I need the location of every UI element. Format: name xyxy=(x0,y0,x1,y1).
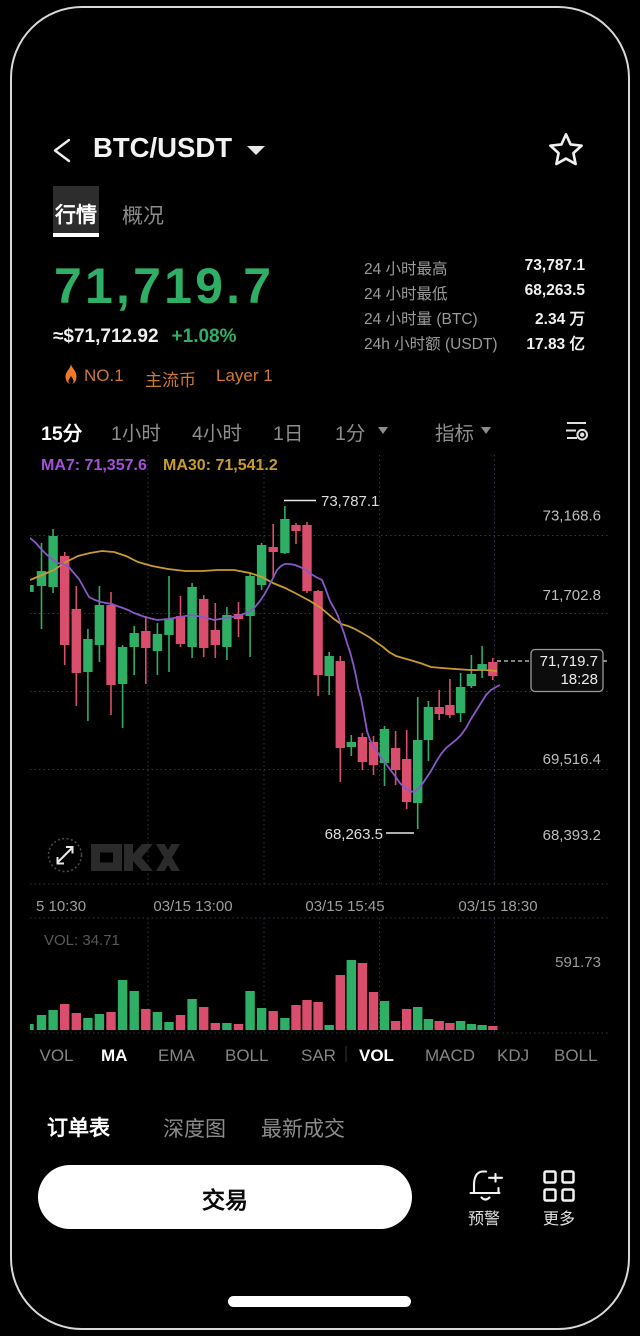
svg-text:BOLL: BOLL xyxy=(554,1046,597,1065)
svg-text:VOL: 34.71: VOL: 34.71 xyxy=(44,932,120,949)
svg-text:KDJ: KDJ xyxy=(497,1046,529,1065)
svg-text:03/15 13:00: 03/15 13:00 xyxy=(153,898,232,915)
svg-text:68,263.5: 68,263.5 xyxy=(325,826,383,843)
svg-text:SAR: SAR xyxy=(301,1046,336,1065)
svg-text:5 10:30: 5 10:30 xyxy=(36,898,86,915)
svg-text:69,516.4: 69,516.4 xyxy=(543,751,601,768)
svg-text:71,719.7: 71,719.7 xyxy=(540,653,598,670)
svg-text:VOL: VOL xyxy=(359,1046,394,1065)
svg-text:18:28: 18:28 xyxy=(560,671,598,688)
svg-text:03/15 18:30: 03/15 18:30 xyxy=(458,898,537,915)
svg-text:BOLL: BOLL xyxy=(225,1046,268,1065)
svg-text:MA: MA xyxy=(101,1046,127,1065)
svg-text:68,393.2: 68,393.2 xyxy=(543,827,601,844)
svg-text:MACD: MACD xyxy=(425,1046,475,1065)
svg-text:591.73: 591.73 xyxy=(555,954,601,971)
svg-text:EMA: EMA xyxy=(158,1046,196,1065)
svg-text:73,787.1: 73,787.1 xyxy=(321,493,379,510)
svg-text:73,168.6: 73,168.6 xyxy=(543,508,601,525)
svg-text:03/15 15:45: 03/15 15:45 xyxy=(305,898,384,915)
svg-text:71,702.8: 71,702.8 xyxy=(543,587,601,604)
svg-text:VOL: VOL xyxy=(40,1046,74,1065)
